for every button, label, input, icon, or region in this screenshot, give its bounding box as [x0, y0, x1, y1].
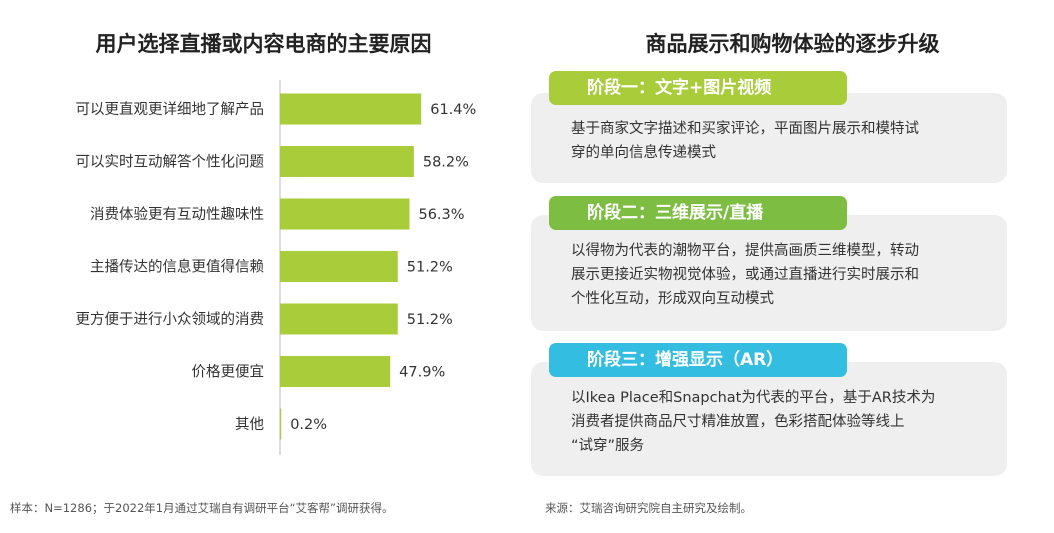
sample-footnote: 样本：N=1286；于2022年1月通过艾瑞自有调研平台“艾客帮”调研获得。	[10, 501, 394, 515]
value-label: 51.2%	[407, 312, 453, 328]
category-label: 其他	[235, 416, 264, 433]
stage-3-line-3: “试穿”服务	[571, 438, 645, 454]
stage-3-line-1: 以Ikea Place和Snapchat为代表的平台，基于AR技术为	[571, 390, 936, 406]
left-chart-title: 用户选择直播或内容电商的主要原因	[95, 32, 432, 56]
bar	[280, 251, 398, 282]
value-label: 56.3%	[418, 207, 464, 223]
value-label: 51.2%	[407, 260, 453, 276]
bar	[280, 408, 282, 440]
stage-1-box: 基于商家文字描述和买家评论，平面图片展示和模特试 穿的单向信息传递模式	[531, 93, 1007, 183]
stage-2-box: 以得物为代表的潮物平台，提供高画质三维模型，转动 展示更接近实物视觉体验，或通过…	[531, 215, 1007, 331]
category-labels: 可以更直观更详细地了解产品可以实时互动解答个性化问题消费体验更有互动性趣味性主播…	[76, 101, 265, 433]
bar	[280, 356, 391, 387]
stage-2-line-3: 个性化互动，形成双向互动模式	[571, 291, 774, 307]
right-panel-title: 商品展示和购物体验的逐步升级	[645, 32, 940, 56]
stage-1-line-1: 基于商家文字描述和买家评论，平面图片展示和模特试	[571, 121, 919, 137]
value-labels: 61.4% 58.2% 56.3% 51.2% 51.2% 47.9% 0.2%	[290, 102, 476, 433]
stage-2-tab: 阶段二：三维展示/直播	[549, 196, 847, 230]
bar	[280, 146, 414, 177]
category-label: 主播传达的信息更值得信赖	[90, 259, 264, 276]
value-label: 58.2%	[423, 155, 469, 171]
category-label: 可以更直观更详细地了解产品	[76, 101, 265, 118]
value-label: 61.4%	[430, 102, 476, 118]
reasons-bar-chart: 可以更直观更详细地了解产品可以实时互动解答个性化问题消费体验更有互动性趣味性主播…	[76, 80, 476, 455]
stage-1-line-2: 穿的单向信息传递模式	[571, 145, 716, 161]
category-label: 价格更便宜	[192, 364, 265, 381]
stage-2-line-1: 以得物为代表的潮物平台，提供高画质三维模型，转动	[571, 243, 919, 259]
bar	[280, 93, 422, 125]
stage-3-box: 以Ikea Place和Snapchat为代表的平台，基于AR技术为 消费者提供…	[531, 362, 1007, 476]
category-label: 可以实时互动解答个性化问题	[76, 154, 265, 171]
value-label: 47.9%	[399, 365, 445, 381]
bar	[280, 303, 398, 335]
stage-3-tab: 阶段三：增强显示（AR）	[549, 343, 847, 377]
bars	[280, 93, 422, 440]
stage-1-tab: 阶段一：文字+图片视频	[549, 71, 847, 105]
stage-3-line-2: 消费者提供商品尺寸精准放置，色彩搭配体验等线上	[571, 414, 905, 430]
bar	[280, 198, 410, 230]
source-footnote: 来源：艾瑞咨询研究院自主研究及绘制。	[545, 501, 752, 515]
category-label: 消费体验更有互动性趣味性	[90, 206, 264, 223]
category-label: 更方便于进行小众领域的消费	[76, 311, 265, 328]
value-label: 0.2%	[290, 417, 327, 433]
stage-2-line-2: 展示更接近实物视觉体验，或通过直播进行实时展示和	[571, 267, 919, 283]
